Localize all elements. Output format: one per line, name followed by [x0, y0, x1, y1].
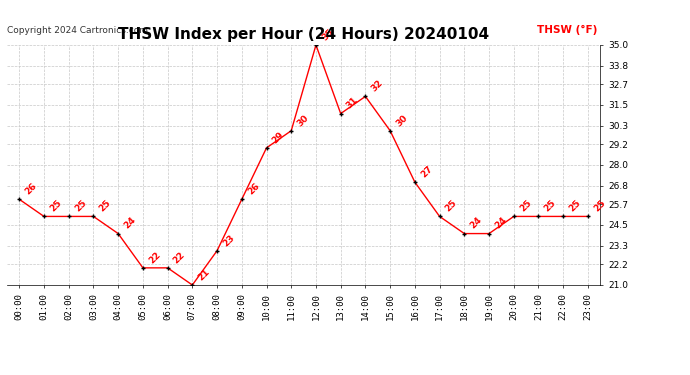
Text: 30: 30	[295, 113, 310, 128]
Point	[162, 265, 173, 271]
Text: 26: 26	[246, 181, 261, 196]
Text: 31: 31	[345, 96, 360, 111]
Point	[484, 231, 495, 237]
Point	[137, 265, 148, 271]
Point	[236, 196, 247, 202]
Point	[360, 93, 371, 99]
Text: 30: 30	[394, 113, 409, 128]
Point	[558, 213, 569, 219]
Text: THSW (°F): THSW (°F)	[537, 26, 598, 35]
Text: 24: 24	[122, 216, 137, 231]
Point	[112, 231, 124, 237]
Point	[14, 196, 25, 202]
Point	[63, 213, 75, 219]
Point	[187, 282, 198, 288]
Text: 25: 25	[444, 198, 459, 214]
Point	[39, 213, 50, 219]
Text: 23: 23	[221, 233, 237, 248]
Text: Copyright 2024 Cartronics.com: Copyright 2024 Cartronics.com	[7, 26, 148, 35]
Text: 26: 26	[23, 181, 39, 196]
Point	[509, 213, 520, 219]
Text: 25: 25	[567, 198, 582, 214]
Text: 24: 24	[469, 216, 484, 231]
Title: THSW Index per Hour (24 Hours) 20240104: THSW Index per Hour (24 Hours) 20240104	[118, 27, 489, 42]
Point	[459, 231, 470, 237]
Text: 32: 32	[370, 78, 385, 94]
Point	[409, 179, 420, 185]
Point	[212, 248, 223, 254]
Text: 27: 27	[419, 164, 434, 179]
Point	[88, 213, 99, 219]
Point	[335, 111, 346, 117]
Text: 25: 25	[542, 198, 558, 214]
Point	[434, 213, 445, 219]
Point	[533, 213, 544, 219]
Text: 25: 25	[592, 198, 607, 214]
Text: 25: 25	[48, 198, 63, 214]
Text: 25: 25	[518, 198, 533, 214]
Text: 24: 24	[493, 216, 509, 231]
Point	[582, 213, 593, 219]
Text: 29: 29	[270, 130, 286, 145]
Text: 21: 21	[197, 267, 212, 282]
Point	[384, 128, 395, 134]
Text: 25: 25	[97, 198, 112, 214]
Text: 22: 22	[147, 250, 162, 265]
Point	[286, 128, 297, 134]
Text: 25: 25	[73, 198, 88, 214]
Text: 35: 35	[320, 27, 335, 42]
Point	[261, 145, 272, 151]
Point	[310, 42, 322, 48]
Text: 22: 22	[172, 250, 187, 265]
